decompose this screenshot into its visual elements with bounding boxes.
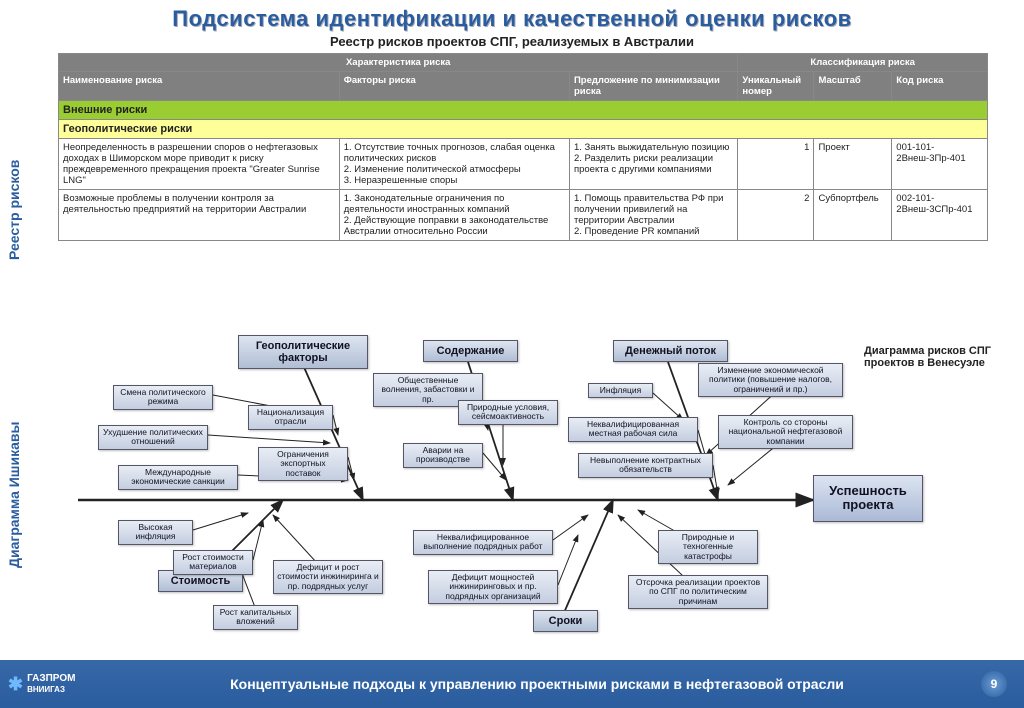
th-name: Наименование риска — [59, 72, 340, 101]
registry-title: Реестр рисков проектов СПГ, реализуемых … — [0, 34, 1024, 53]
factor-node: Ухудшение политических отношений — [98, 425, 208, 450]
logo-text1: ГАЗПРОМ — [27, 673, 75, 684]
factor-node: Неквалифицированная местная рабочая сила — [568, 417, 698, 442]
th-group-class: Классификация риска — [738, 54, 988, 72]
cell-scale: Субпортфель — [814, 190, 892, 241]
th-scale: Масштаб — [814, 72, 892, 101]
th-num: Уникальный номер — [738, 72, 814, 101]
diagram-caption: Диаграмма рисков СПГ проектов в Венесуэл… — [864, 345, 1014, 369]
cell-factors: 1. Отсутствие точных прогнозов, слабая о… — [339, 139, 569, 190]
side-label-ishikawa: Диаграмма Ишикавы — [6, 370, 22, 620]
factor-node: Ограничения экспортных поставок — [258, 447, 348, 481]
cell-factors: 1. Законодательные ограничения по деятел… — [339, 190, 569, 241]
th-proposal: Предложение по минимизации риска — [569, 72, 737, 101]
logo-text2: ВНИИГАЗ — [27, 685, 65, 694]
factor-node: Инфляция — [588, 383, 653, 398]
factor-node: Национализация отрасли — [248, 405, 333, 430]
cell-proposal: 1. Занять выжидательную позицию 2. Разде… — [569, 139, 737, 190]
factor-node: Рост стоимости материалов — [173, 550, 253, 575]
page-title: Подсистема идентификации и качественной … — [0, 0, 1024, 34]
factor-node: Высокая инфляция — [118, 520, 193, 545]
cell-proposal: 1. Помощь правительства РФ при получении… — [569, 190, 737, 241]
cell-code: 001-101-2Внеш-3Пр-401 — [892, 139, 988, 190]
cell-num: 1 — [738, 139, 814, 190]
factor-node: Отсрочка реализации проектов по СПГ по п… — [628, 575, 768, 609]
factor-node: Аварии на производстве — [403, 443, 483, 468]
major-category-node: Денежный поток — [613, 340, 728, 362]
factor-node: Природные условия, сейсмоактивность — [458, 400, 558, 425]
footer-text: Концептуальные подходы к управлению прое… — [110, 676, 964, 693]
ishikawa-diagram: Успешность проекта Геополитические фактор… — [58, 335, 988, 645]
major-category-node: Содержание — [423, 340, 518, 362]
major-category-node: Сроки — [533, 610, 598, 632]
result-node: Успешность проекта — [813, 475, 923, 522]
factor-node: Природные и техногенные катастрофы — [658, 530, 758, 564]
factor-node: Международные экономические санкции — [118, 465, 238, 490]
footer: ✱ ГАЗПРОМ ВНИИГАЗ Концептуальные подходы… — [0, 660, 1024, 708]
page-number-value: 9 — [981, 671, 1007, 697]
factor-node: Дефицит и рост стоимости инжиниринга и п… — [273, 560, 383, 594]
major-category-node: Геополитические факторы — [238, 335, 368, 369]
factor-node: Дефицит мощностей инжиниринговых и пр. п… — [428, 570, 558, 604]
cell-num: 2 — [738, 190, 814, 241]
factor-node: Неквалифицированное выполнение подрядных… — [413, 530, 553, 555]
cat-external: Внешние риски — [59, 101, 988, 120]
risk-registry-table: Характеристика риска Классификация риска… — [58, 53, 988, 241]
logo: ✱ ГАЗПРОМ ВНИИГАЗ — [0, 673, 110, 695]
cell-name: Возможные проблемы в получении контроля … — [59, 190, 340, 241]
factor-node: Смена политического режима — [113, 385, 213, 410]
cell-code: 002-101-2Внеш-3СПр-401 — [892, 190, 988, 241]
factor-node: Изменение экономической политики (повыше… — [698, 363, 843, 397]
side-label-registry: Реестр рисков — [6, 120, 22, 300]
table-row: Неопределенность в разрешении споров о н… — [59, 139, 988, 190]
table-row: Возможные проблемы в получении контроля … — [59, 190, 988, 241]
cell-scale: Проект — [814, 139, 892, 190]
factor-node: Невыполнение контрактных обязательств — [578, 453, 713, 478]
factor-node: Контроль со стороны национальной нефтега… — [718, 415, 853, 449]
th-code: Код риска — [892, 72, 988, 101]
flame-icon: ✱ — [8, 674, 23, 695]
th-group-char: Характеристика риска — [59, 54, 738, 72]
page-number: 9 — [964, 671, 1024, 697]
factor-node: Рост капитальных вложений — [213, 605, 298, 630]
th-factors: Факторы риска — [339, 72, 569, 101]
cat-geopolitical: Геополитические риски — [59, 120, 988, 139]
cell-name: Неопределенность в разрешении споров о н… — [59, 139, 340, 190]
